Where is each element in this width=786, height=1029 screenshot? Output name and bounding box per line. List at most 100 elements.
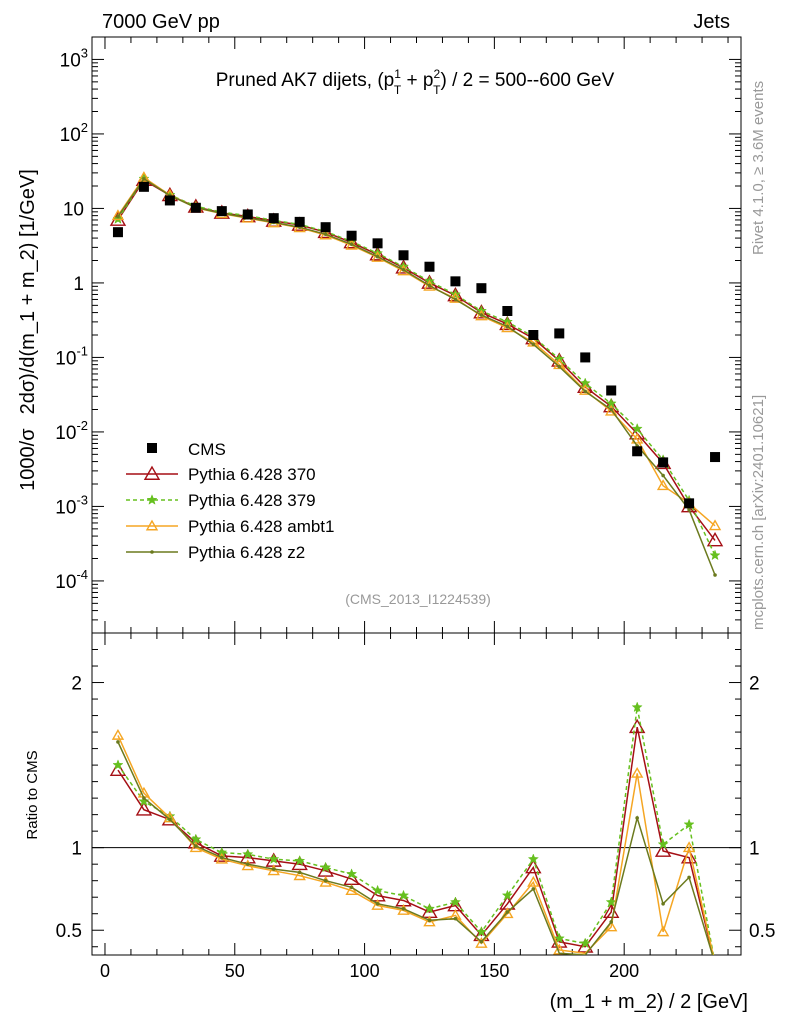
series-point-0 — [706, 531, 724, 547]
ratio-point-1 — [657, 838, 669, 850]
ratio-point-0 — [654, 842, 672, 857]
y-axis-label: 1000/σ2dσ)/d(m_1 + m_2) [1/GeV] — [17, 169, 39, 491]
ratio-point-2 — [423, 915, 436, 927]
series-point-3 — [142, 176, 146, 181]
ratio-point-3 — [427, 918, 432, 923]
ratio-point-1 — [501, 889, 513, 901]
ratio-tick-label-left: 2 — [71, 674, 82, 695]
x-axis-label: (m_1 + m_2) / 2 [GeV] — [550, 991, 748, 1013]
ratio-point-1 — [268, 853, 280, 864]
cms-data-point — [346, 230, 357, 241]
legend-marker-3 — [150, 550, 154, 554]
cms-data-point — [138, 181, 149, 192]
ratio-point-3 — [505, 910, 510, 914]
series-point-3 — [116, 214, 120, 219]
y-tick-label: 103 — [60, 45, 88, 71]
series-point-3 — [349, 242, 354, 247]
ratio-point-2 — [475, 937, 488, 948]
ratio-tick-label-right: 2 — [749, 674, 760, 695]
series-point-0 — [395, 259, 412, 274]
series-point-3 — [557, 364, 562, 369]
series-point-3 — [661, 473, 665, 478]
ratio-point-0 — [602, 903, 620, 919]
ratio-point-1 — [320, 861, 332, 873]
y-tick-label: 10 — [63, 199, 84, 220]
ratio-y-axis-label: Ratio to CMS — [24, 750, 41, 839]
ratio-point-3 — [661, 902, 665, 906]
series-point-2 — [371, 251, 384, 262]
ratio-point-1 — [449, 896, 462, 907]
cms-data-point — [632, 446, 643, 457]
ratio-tick-label-left: 1 — [71, 839, 82, 860]
ratio-point-2 — [527, 875, 540, 887]
cms-data-point — [580, 352, 591, 363]
series-point-3 — [375, 254, 380, 259]
ratio-point-1 — [242, 848, 254, 860]
cms-data-point — [242, 209, 253, 220]
y-tick-label: 10-3 — [55, 492, 88, 518]
ratio-tick-label-right: 1 — [749, 839, 760, 860]
ratio-point-3 — [401, 906, 406, 911]
cms-data-point — [528, 330, 539, 340]
ratio-line-2 — [117, 735, 714, 955]
cms-data-point — [606, 385, 617, 396]
ratio-point-3 — [142, 796, 146, 800]
series-point-0 — [499, 315, 516, 331]
series-point-3 — [479, 313, 484, 317]
ratio-point-3 — [349, 885, 354, 890]
ratio-point-2 — [682, 841, 696, 853]
ratio-point-3 — [531, 887, 536, 891]
cms-data-point — [398, 250, 409, 261]
ratio-point-0 — [213, 847, 231, 862]
legend-label-2: Pythia 6.428 ambt1 — [188, 517, 334, 536]
series-point-1 — [709, 549, 721, 561]
series-point-0 — [473, 304, 490, 319]
ratio-point-1 — [346, 868, 358, 879]
legend-label-1: Pythia 6.428 379 — [188, 491, 316, 510]
cms-data-point — [164, 195, 175, 206]
series-point-2 — [111, 209, 125, 221]
ratio-tick-label-left: 0.5 — [56, 921, 82, 942]
cms-data-point — [320, 222, 331, 233]
cms-data-point — [268, 213, 279, 224]
ratio-line-3 — [117, 741, 714, 955]
ratio-point-1 — [631, 701, 643, 713]
series-point-3 — [401, 268, 406, 272]
rivet-version: Rivet 4.1.0, ≥ 3.6M events — [750, 81, 767, 255]
ratio-point-2 — [345, 884, 358, 896]
ratio-point-1 — [475, 926, 487, 937]
ratio-point-0 — [628, 718, 646, 734]
ratio-point-3 — [194, 844, 198, 848]
ratio-point-1 — [397, 889, 410, 901]
series-point-3 — [531, 342, 536, 347]
ratio-point-2 — [293, 869, 306, 881]
ratio-point-3 — [168, 817, 172, 822]
cms-data-point — [372, 238, 383, 249]
legend-marker-1 — [146, 494, 158, 505]
series-point-0 — [343, 233, 360, 249]
legend-label-0: Pythia 6.428 370 — [188, 465, 316, 484]
ratio-point-1 — [423, 902, 436, 914]
ratio-point-1 — [605, 896, 617, 907]
series-point-3 — [505, 324, 510, 329]
ratio-point-3 — [479, 939, 484, 944]
ratio-point-2 — [111, 728, 125, 740]
ratio-point-3 — [297, 870, 302, 875]
cms-data-point — [658, 457, 669, 468]
cms-data-point — [502, 305, 513, 316]
ratio-point-1 — [579, 937, 591, 949]
series-point-3 — [323, 232, 328, 237]
legend-label-cms: CMS — [188, 440, 226, 459]
ratio-point-1 — [112, 759, 124, 770]
ratio-point-3 — [687, 875, 691, 880]
series-point-0 — [421, 274, 438, 289]
series-point-2 — [397, 264, 410, 276]
ratio-point-3 — [635, 816, 639, 820]
legend-marker-cms — [147, 443, 157, 453]
ratio-point-1 — [371, 884, 384, 896]
ratio-point-0 — [577, 938, 594, 953]
analysis-tag: (CMS_2013_I1224539) — [345, 591, 491, 607]
ratio-point-1 — [683, 818, 695, 830]
x-tick-label: 150 — [479, 961, 509, 981]
